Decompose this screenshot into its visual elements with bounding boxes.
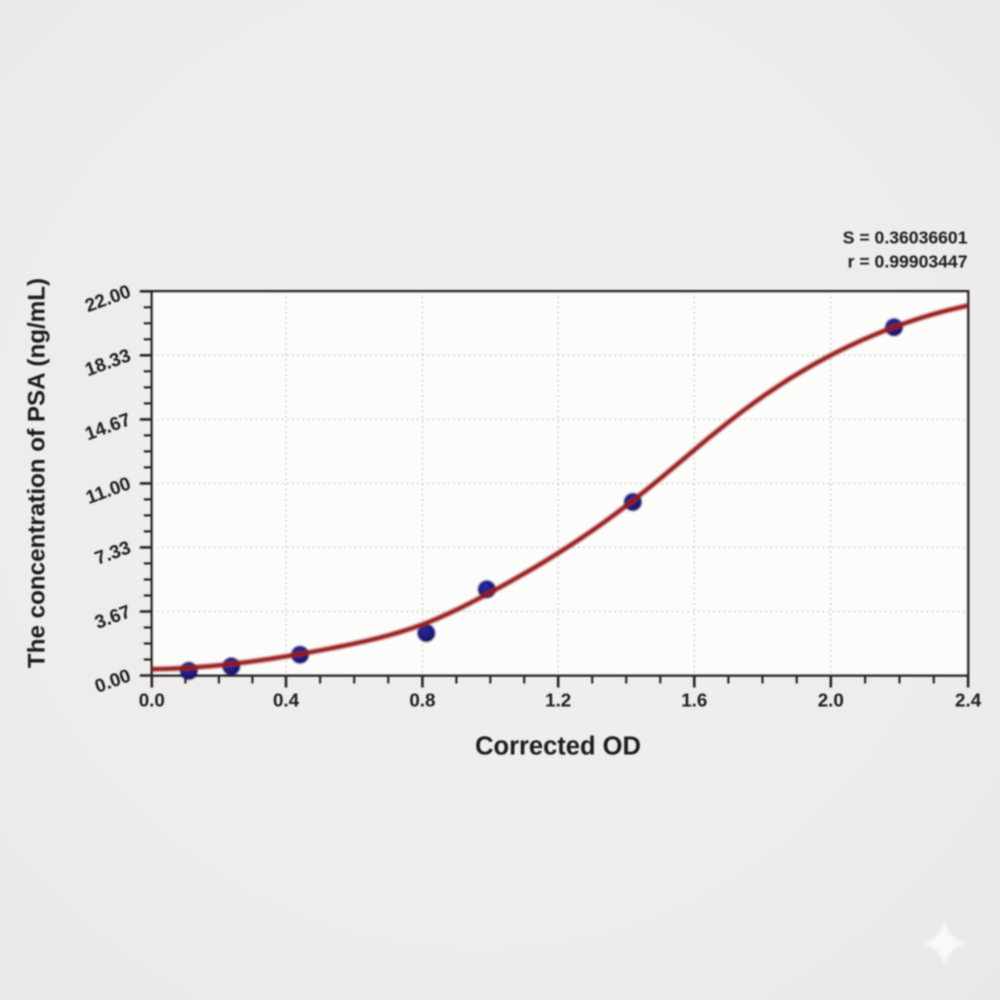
svg-text:Corrected OD: Corrected OD (475, 733, 641, 761)
svg-text:1.2: 1.2 (545, 690, 571, 711)
svg-text:0.4: 0.4 (273, 690, 300, 711)
svg-text:0.8: 0.8 (409, 690, 435, 711)
svg-text:0.0: 0.0 (139, 690, 165, 711)
svg-text:2.0: 2.0 (818, 690, 844, 711)
svg-text:S = 0.36036601: S = 0.36036601 (843, 228, 968, 248)
svg-text:1.6: 1.6 (681, 690, 707, 711)
svg-text:2.4: 2.4 (955, 690, 982, 711)
svg-text:The concentration of PSA (ng/m: The concentration of PSA (ng/mL) (24, 278, 51, 668)
svg-text:r = 0.99903447: r = 0.99903447 (848, 252, 968, 272)
